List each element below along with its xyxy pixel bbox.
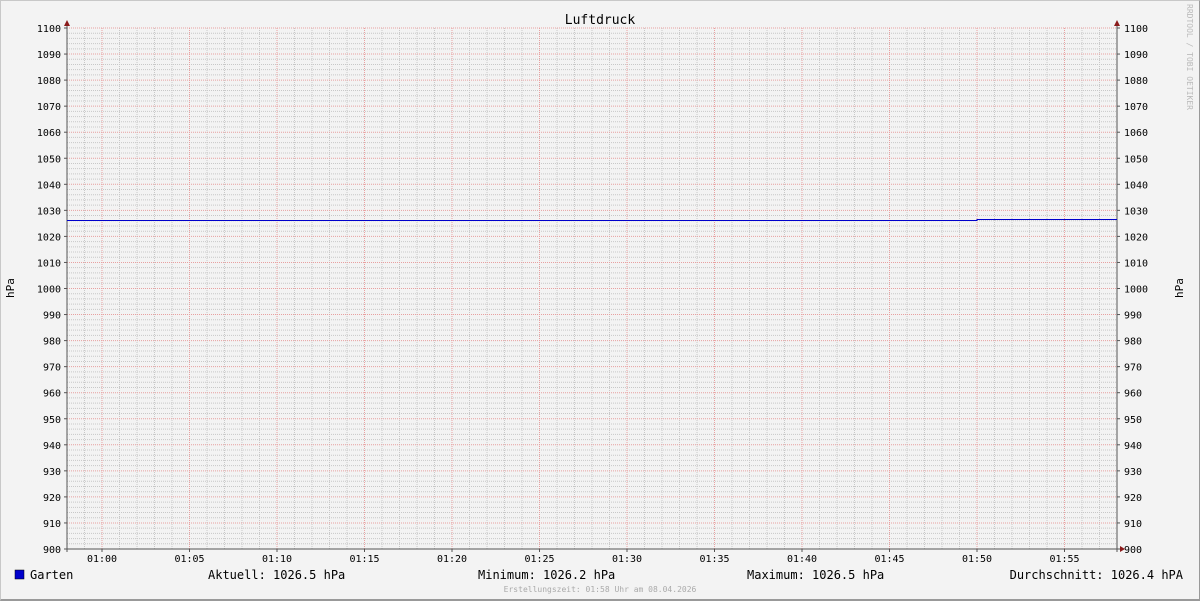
y-tick-label-right: 1100	[1124, 24, 1148, 35]
y-tick-label-right: 1010	[1124, 258, 1148, 269]
y-tick-label: 1030	[37, 206, 61, 217]
y-axis-label-right: hPa	[1173, 278, 1186, 298]
y-tick-label-right: 930	[1124, 467, 1142, 478]
y-tick-label: 1050	[37, 154, 61, 165]
y-tick-label: 1020	[37, 232, 61, 243]
y-tick-label: 980	[43, 337, 61, 348]
y-tick-label-right: 920	[1124, 493, 1142, 504]
y-tick-label: 910	[43, 519, 61, 530]
x-tick-label: 01:35	[699, 554, 729, 565]
y-tick-label: 920	[43, 493, 61, 504]
x-tick-label: 01:25	[524, 554, 554, 565]
y-tick-label-right: 910	[1124, 519, 1142, 530]
y-tick-label-right: 960	[1124, 389, 1142, 400]
y-tick-label: 940	[43, 441, 61, 452]
y-tick-label: 1040	[37, 180, 61, 191]
legend-average: Durchschnitt: 1026.4 hPA	[1010, 568, 1184, 582]
x-tick-label: 01:50	[962, 554, 992, 565]
x-tick-label: 01:30	[612, 554, 642, 565]
x-tick-label: 01:45	[874, 554, 904, 565]
y-tick-label: 990	[43, 311, 61, 322]
y-tick-label-right: 1080	[1124, 76, 1148, 87]
watermark: RRDTOOL / TOBI OETIKER	[1185, 4, 1194, 110]
y-tick-label-right: 980	[1124, 337, 1142, 348]
y-tick-label: 950	[43, 415, 61, 426]
y-axis-arrow	[64, 20, 70, 26]
y-tick-label: 1060	[37, 128, 61, 139]
legend-minimum: Minimum: 1026.2 hPa	[478, 568, 615, 582]
series-line-garten	[67, 219, 1117, 221]
legend-series-name: Garten	[30, 568, 73, 582]
grid	[66, 27, 1118, 550]
y-tick-label-right: 1050	[1124, 154, 1148, 165]
legend-maximum: Maximum: 1026.5 hPa	[747, 568, 884, 582]
x-tick-label: 01:00	[87, 554, 117, 565]
x-tick-label: 01:15	[349, 554, 379, 565]
y-tick-label-right: 950	[1124, 415, 1142, 426]
y-tick-label: 1070	[37, 102, 61, 113]
x-tick-label: 01:40	[787, 554, 817, 565]
y-tick-label-right: 970	[1124, 363, 1142, 374]
y-tick-label: 1100	[37, 24, 61, 35]
y-tick-label: 900	[43, 545, 61, 556]
y-tick-label: 1010	[37, 258, 61, 269]
y-tick-label-right: 1030	[1124, 206, 1148, 217]
axes: 900 900 910 910 920 920 930 930 940 940 950 950 960 9…	[37, 20, 1148, 565]
y-tick-label-right: 1040	[1124, 180, 1148, 191]
x-tick-label: 01:10	[262, 554, 292, 565]
y-axis-right-arrow	[1114, 20, 1120, 26]
y-tick-label-right: 1060	[1124, 128, 1148, 139]
chart-title: Luftdruck	[565, 13, 636, 28]
legend-swatch-garten	[14, 569, 25, 580]
y-tick-label-right: 1070	[1124, 102, 1148, 113]
y-tick-label-right: 1000	[1124, 285, 1148, 296]
y-tick-label: 1000	[37, 285, 61, 296]
y-tick-label: 1080	[37, 76, 61, 87]
y-tick-label: 970	[43, 363, 61, 374]
y-tick-label: 1090	[37, 50, 61, 61]
x-tick-label: 01:20	[437, 554, 467, 565]
y-axis-label: hPa	[4, 278, 17, 298]
y-tick-label-right: 1020	[1124, 232, 1148, 243]
y-tick-label: 930	[43, 467, 61, 478]
series-lines	[67, 219, 1117, 221]
x-tick-label: 01:55	[1049, 554, 1079, 565]
x-tick-label: 01:05	[174, 554, 204, 565]
y-tick-label-right: 1090	[1124, 50, 1148, 61]
x-axis-arrow	[1120, 546, 1125, 552]
y-tick-label-right: 900	[1124, 545, 1142, 556]
y-tick-label-right: 990	[1124, 311, 1142, 322]
legend-current: Aktuell: 1026.5 hPa	[208, 568, 345, 582]
footer-timestamp: Erstellungszeit: 01:58 Uhr am 08.04.2026	[504, 585, 697, 594]
y-tick-label-right: 940	[1124, 441, 1142, 452]
y-tick-label: 960	[43, 389, 61, 400]
